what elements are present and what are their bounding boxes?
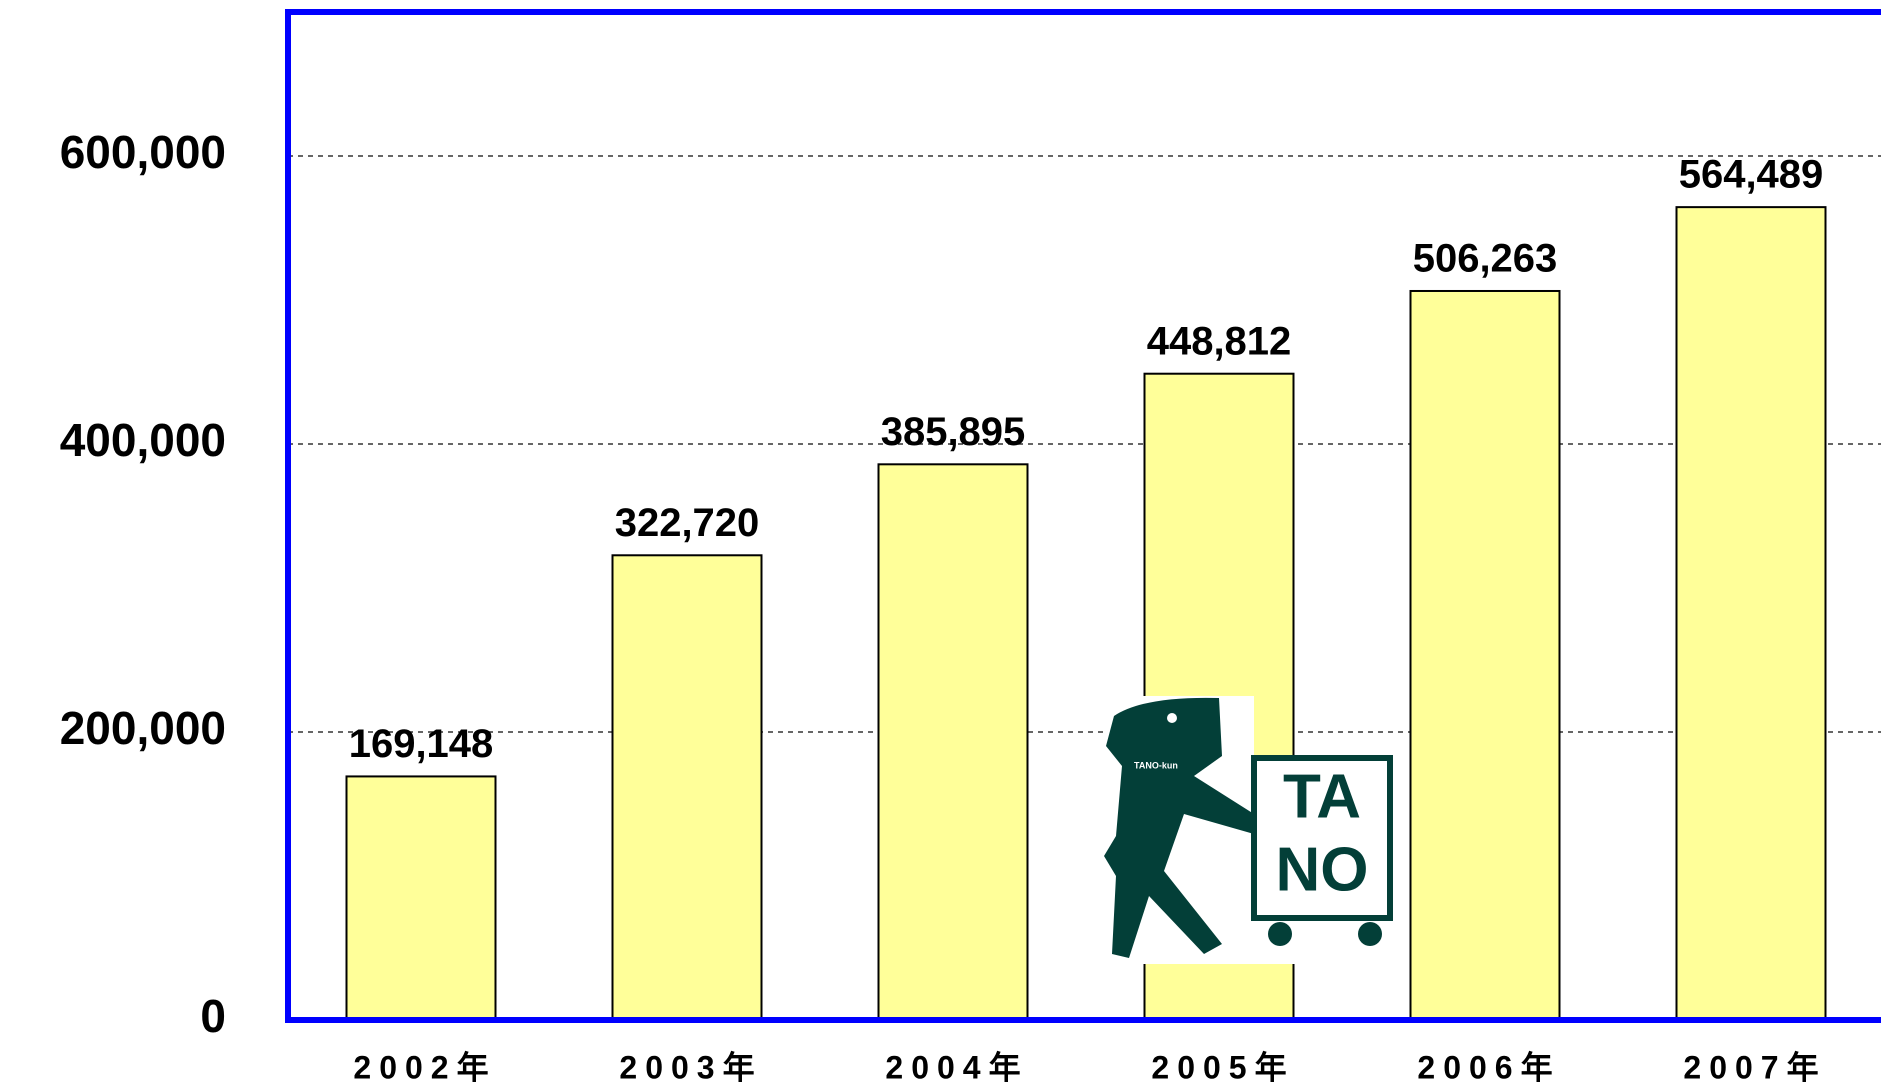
y-tick-label: 200,000 bbox=[60, 702, 226, 754]
mascot-logo: TANO-kun TA NO bbox=[1104, 696, 1394, 964]
x-tick-label: 2005年 bbox=[1151, 1049, 1294, 1085]
chart: 0 200,000 400,000 600,000 2002年 169,148 2003年 3… bbox=[0, 0, 1881, 1087]
x-tick-label: 2006年 bbox=[1417, 1049, 1560, 1085]
y-tick-label: 0 bbox=[200, 990, 226, 1042]
y-tick-label: 400,000 bbox=[60, 414, 226, 466]
logo-small-text: TANO-kun bbox=[1134, 760, 1178, 770]
value-label: 169,148 bbox=[349, 722, 494, 766]
bar bbox=[1411, 291, 1560, 1020]
bar bbox=[347, 776, 496, 1020]
x-tick-label: 2002年 bbox=[353, 1049, 496, 1085]
value-label: 506,263 bbox=[1413, 237, 1558, 281]
logo-wheel bbox=[1358, 922, 1382, 946]
value-label: 385,895 bbox=[881, 410, 1026, 454]
x-tick-label: 2004年 bbox=[885, 1049, 1028, 1085]
bar bbox=[613, 555, 762, 1020]
logo-letters: TA bbox=[1283, 762, 1361, 831]
logo-wheel bbox=[1268, 922, 1292, 946]
value-label: 564,489 bbox=[1679, 153, 1824, 197]
bar bbox=[879, 464, 1028, 1020]
bar bbox=[1677, 207, 1826, 1020]
y-tick-label: 600,000 bbox=[60, 126, 226, 178]
logo-letters: NO bbox=[1276, 835, 1369, 904]
x-tick-label: 2007年 bbox=[1683, 1049, 1826, 1085]
x-tick-label: 2003年 bbox=[619, 1049, 762, 1085]
mascot-eye bbox=[1167, 713, 1177, 723]
value-label: 322,720 bbox=[615, 501, 760, 545]
value-label: 448,812 bbox=[1147, 319, 1292, 363]
